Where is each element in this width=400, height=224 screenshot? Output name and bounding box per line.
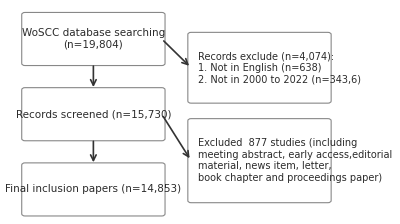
FancyBboxPatch shape [188, 119, 331, 203]
FancyBboxPatch shape [22, 88, 165, 141]
Text: Records exclude (n=4,074):
1. Not in English (n=638)
2. Not in 2000 to 2022 (n=3: Records exclude (n=4,074): 1. Not in Eng… [198, 51, 361, 84]
Text: Records screened (n=15,730): Records screened (n=15,730) [16, 109, 171, 119]
FancyBboxPatch shape [22, 163, 165, 216]
FancyBboxPatch shape [22, 13, 165, 66]
Text: WoSCC database searching
(n=19,804): WoSCC database searching (n=19,804) [22, 28, 165, 50]
Text: Excluded  877 studies (including
meeting abstract, early access,editorial
materi: Excluded 877 studies (including meeting … [198, 138, 392, 183]
FancyBboxPatch shape [188, 32, 331, 103]
Text: Final inclusion papers (n=14,853): Final inclusion papers (n=14,853) [5, 184, 182, 194]
